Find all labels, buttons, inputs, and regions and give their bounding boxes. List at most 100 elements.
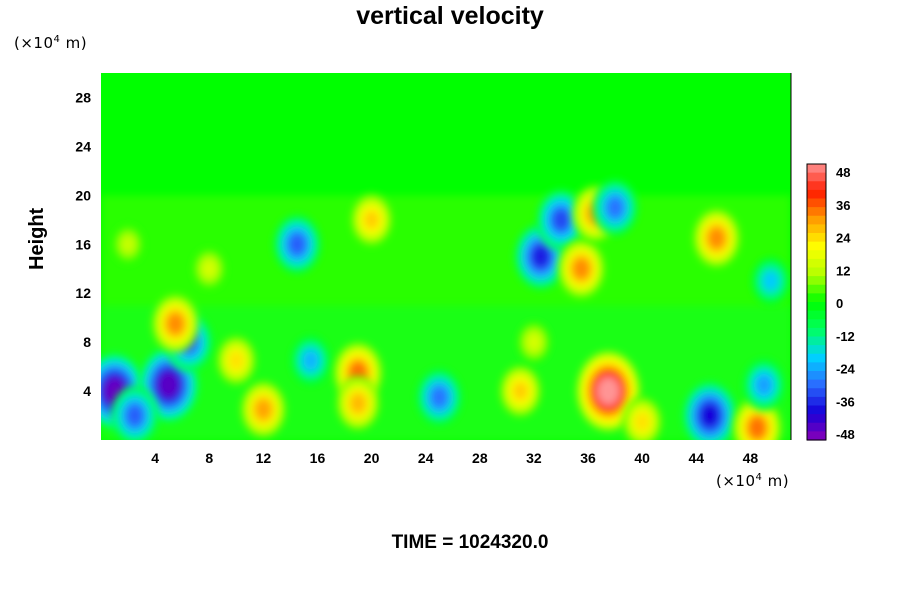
colorbar-tick-label: 24 bbox=[836, 231, 851, 246]
heatmap-feature bbox=[290, 335, 331, 386]
heatmap-contour bbox=[203, 261, 216, 277]
heatmap-feature bbox=[416, 368, 462, 426]
y-tick-label: 16 bbox=[75, 236, 91, 252]
heatmap-feature bbox=[743, 358, 785, 411]
chart-title: vertical velocity bbox=[356, 2, 544, 30]
heatmap-contour bbox=[122, 237, 134, 252]
colorbar-band bbox=[807, 327, 826, 338]
heatmap-feature bbox=[751, 257, 790, 305]
colorbar-tick-label: 48 bbox=[836, 165, 850, 180]
y-tick-label: 28 bbox=[75, 89, 91, 105]
colorbar-band bbox=[807, 371, 826, 381]
heatmap-contour bbox=[756, 375, 772, 395]
heatmap-feature bbox=[273, 214, 321, 274]
colorbar-band bbox=[807, 310, 826, 320]
heatmap-feature bbox=[216, 335, 257, 386]
colorbar-band bbox=[807, 353, 826, 363]
heatmap-contour bbox=[157, 371, 180, 399]
x-unit-label: (×104 m) bbox=[716, 472, 790, 490]
heatmap-feature bbox=[557, 239, 605, 299]
colorbar-tick-label: 36 bbox=[836, 198, 850, 213]
colorbar-band bbox=[807, 233, 826, 243]
x-tick-label: 24 bbox=[418, 450, 434, 466]
colorbar-band bbox=[807, 293, 826, 303]
heatmap-feature bbox=[240, 381, 286, 438]
colorbar-band bbox=[807, 164, 826, 174]
heatmap-contour bbox=[552, 208, 570, 231]
colorbar-band bbox=[807, 258, 826, 269]
colorbar-tick-label: -12 bbox=[836, 329, 855, 344]
colorbar-band bbox=[807, 431, 826, 441]
heatmap-contour bbox=[364, 210, 380, 230]
y-tick-label: 20 bbox=[75, 187, 91, 203]
colorbar-band bbox=[807, 267, 826, 277]
heatmap-feature bbox=[192, 248, 226, 290]
heatmap-contour bbox=[126, 404, 144, 427]
y-tick-label: 8 bbox=[83, 334, 91, 350]
colorbar-band bbox=[807, 362, 826, 372]
colorbar-band bbox=[807, 250, 826, 260]
heatmap-contour bbox=[708, 227, 726, 249]
heatmap-feature bbox=[517, 321, 551, 363]
heatmap-feature bbox=[622, 396, 663, 440]
y-unit-label: (×104 m) bbox=[14, 34, 88, 52]
colorbar-band bbox=[807, 181, 826, 191]
x-tick-label: 48 bbox=[743, 450, 759, 466]
heatmap-contour bbox=[763, 272, 778, 290]
heatmap-contour bbox=[635, 412, 650, 431]
colorbar-band bbox=[807, 388, 826, 398]
y-tick-label: 24 bbox=[75, 138, 91, 154]
colorbar-tick-label: -24 bbox=[836, 362, 856, 377]
heatmap-feature bbox=[111, 386, 159, 440]
x-tick-label: 4 bbox=[151, 450, 159, 466]
colorbar-frame bbox=[806, 163, 827, 441]
heatmap-feature bbox=[592, 179, 638, 236]
colorbar-tick-label: -48 bbox=[836, 427, 855, 442]
heatmap-contour bbox=[229, 351, 244, 370]
colorbar-band bbox=[807, 172, 826, 182]
colorbar-band bbox=[807, 302, 826, 312]
colorbar-band bbox=[807, 224, 826, 234]
heatmap-feature bbox=[693, 208, 741, 268]
heatmap-feature bbox=[499, 365, 542, 418]
heatmap-feature bbox=[576, 351, 640, 431]
colorbar-band bbox=[807, 336, 826, 346]
colorbar-band bbox=[807, 284, 826, 294]
x-tick-label: 32 bbox=[526, 450, 542, 466]
x-tick-label: 8 bbox=[205, 450, 213, 466]
heatmap-contour bbox=[700, 403, 720, 428]
heatmap-contour bbox=[166, 313, 184, 335]
colorbar-band bbox=[807, 414, 826, 424]
x-axis-ticks: 4 8 12 16 20 24 28 32 36 40 44 48 bbox=[151, 450, 758, 466]
heatmap-contour bbox=[431, 387, 448, 408]
heatmap-contour bbox=[288, 233, 306, 255]
colorbar-band bbox=[807, 215, 826, 225]
x-tick-label: 20 bbox=[364, 450, 380, 466]
y-tick-label: 12 bbox=[75, 285, 91, 301]
heatmap-feature bbox=[336, 376, 380, 431]
heatmap-contour bbox=[531, 244, 551, 269]
colorbar-band bbox=[807, 319, 826, 329]
x-tick-label: 40 bbox=[634, 450, 650, 466]
colorbar-band bbox=[807, 207, 826, 217]
heatmap-feature bbox=[112, 225, 144, 264]
colorbar-band bbox=[807, 405, 826, 415]
heatmap-contour bbox=[572, 258, 590, 280]
colorbar-tick-label: -36 bbox=[836, 394, 855, 409]
heatmap-contour bbox=[596, 376, 620, 406]
x-tick-label: 16 bbox=[310, 450, 326, 466]
x-tick-label: 36 bbox=[580, 450, 596, 466]
plot-area bbox=[101, 73, 792, 440]
colorbar: 48 36 24 12 0 -12 -24 -36 -48 bbox=[806, 163, 856, 442]
colorbar-band bbox=[807, 422, 826, 432]
colorbar-tick-label: 0 bbox=[836, 296, 843, 311]
heatmap-feature bbox=[350, 193, 393, 246]
y-axis-ticks: 4 8 12 16 20 24 28 bbox=[75, 89, 91, 399]
x-tick-label: 28 bbox=[472, 450, 488, 466]
heatmap-contour bbox=[748, 416, 766, 439]
heatmap-feature bbox=[151, 294, 199, 354]
heatmap-contour bbox=[606, 197, 624, 218]
heatmap-feature bbox=[682, 381, 737, 440]
colorbar-band bbox=[807, 396, 826, 407]
